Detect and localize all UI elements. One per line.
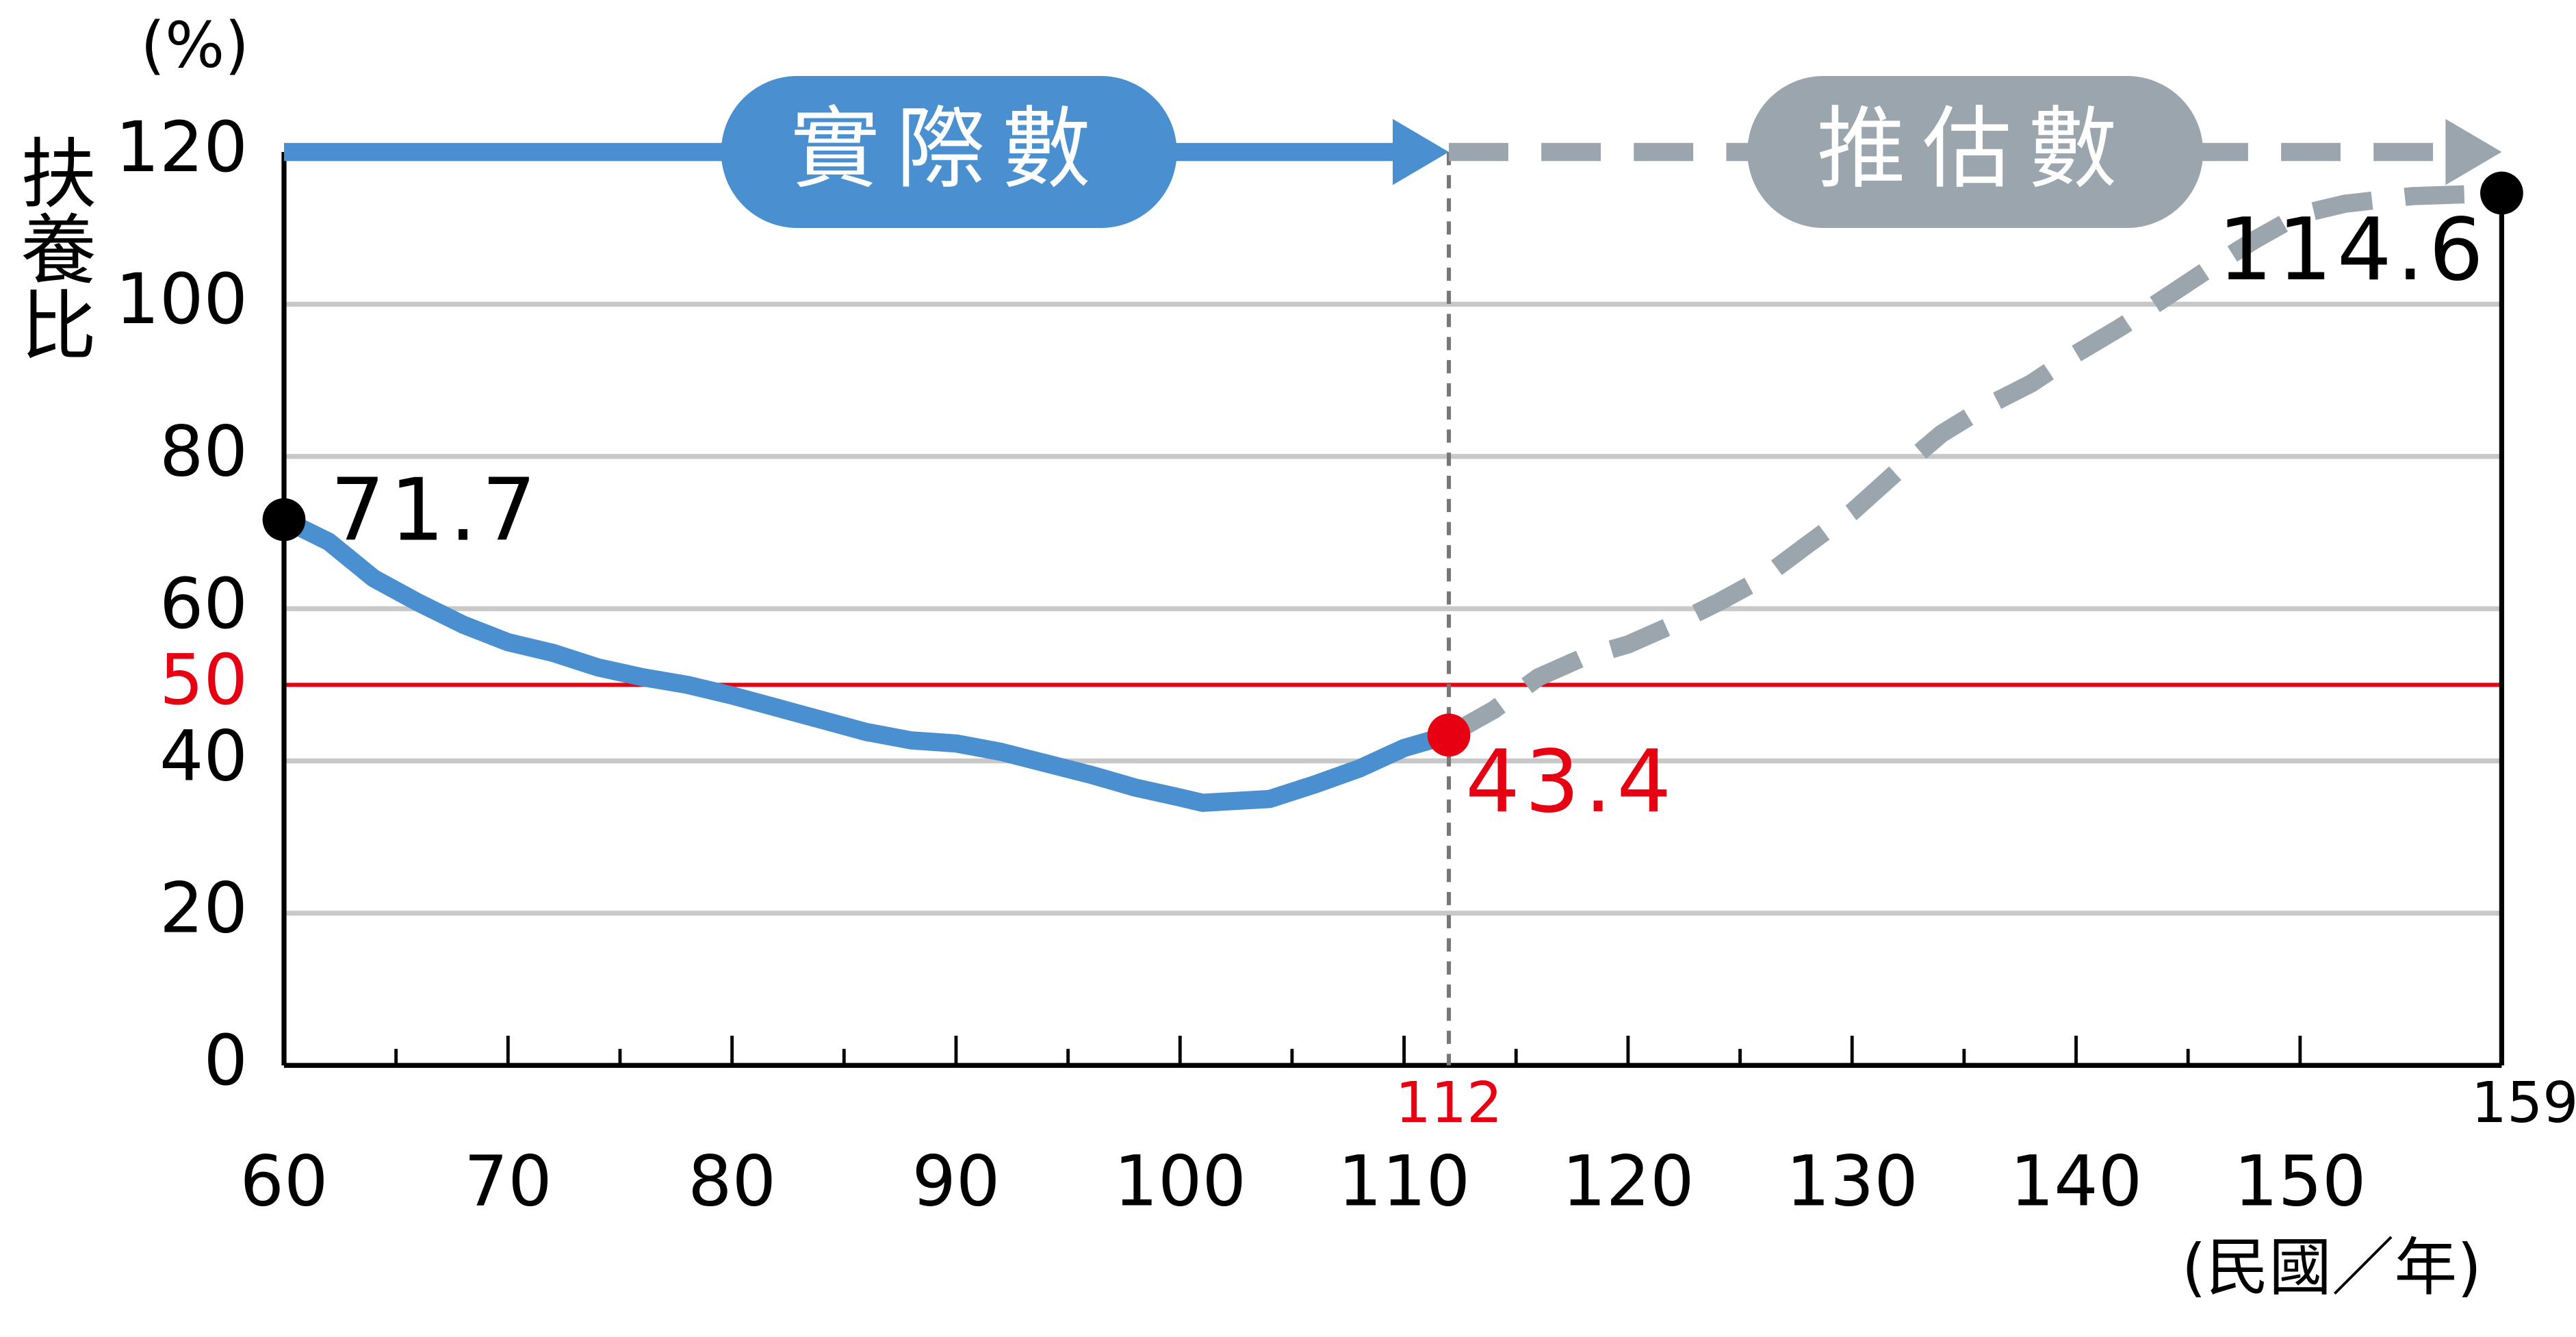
y-tick-label: 60 bbox=[159, 563, 248, 644]
y-unit: (%) bbox=[140, 8, 249, 81]
x-tick-label-special: 159 bbox=[2471, 1071, 2576, 1136]
banner-arrowhead bbox=[1393, 118, 1450, 186]
banner-pill bbox=[721, 76, 1177, 229]
data-label: 43.4 bbox=[1465, 732, 1676, 832]
reference-label: 50 bbox=[159, 639, 248, 720]
y-tick-label: 80 bbox=[159, 411, 248, 492]
y-tick-label: 40 bbox=[159, 715, 248, 796]
x-tick-label: 110 bbox=[1338, 1141, 1470, 1221]
banner-arrowhead bbox=[2445, 118, 2502, 186]
x-tick-label: 70 bbox=[464, 1141, 552, 1221]
banner-pill bbox=[1747, 76, 2204, 229]
x-axis-label: (民國／年) bbox=[2182, 1231, 2482, 1304]
x-tick-label: 130 bbox=[1786, 1141, 1918, 1221]
y-tick-label: 100 bbox=[116, 259, 248, 340]
data-label: 114.6 bbox=[2218, 200, 2488, 300]
x-tick-label: 140 bbox=[2010, 1141, 2142, 1221]
x-tick-label-special: 112 bbox=[1395, 1071, 1503, 1136]
data-point bbox=[1427, 713, 1471, 757]
x-tick-label: 80 bbox=[688, 1141, 776, 1221]
data-label: 71.7 bbox=[331, 460, 541, 560]
y-tick-label: 20 bbox=[159, 868, 248, 949]
x-tick-label: 120 bbox=[1562, 1141, 1694, 1221]
series-line bbox=[1444, 183, 2502, 743]
legend-label: 實際數 bbox=[790, 97, 1107, 201]
x-tick-label: 150 bbox=[2234, 1141, 2366, 1221]
x-tick-label: 60 bbox=[240, 1141, 329, 1221]
x-tick-label: 90 bbox=[912, 1141, 1000, 1221]
series-line bbox=[280, 511, 1452, 812]
data-point bbox=[262, 498, 306, 542]
y-axis-label: 扶養比 bbox=[7, 133, 95, 361]
legend-label: 推估數 bbox=[1817, 97, 2134, 201]
data-point bbox=[2480, 171, 2523, 215]
x-tick-label: 100 bbox=[1114, 1141, 1246, 1221]
y-tick-label: 120 bbox=[116, 107, 248, 188]
y-tick-label: 0 bbox=[203, 1020, 247, 1101]
